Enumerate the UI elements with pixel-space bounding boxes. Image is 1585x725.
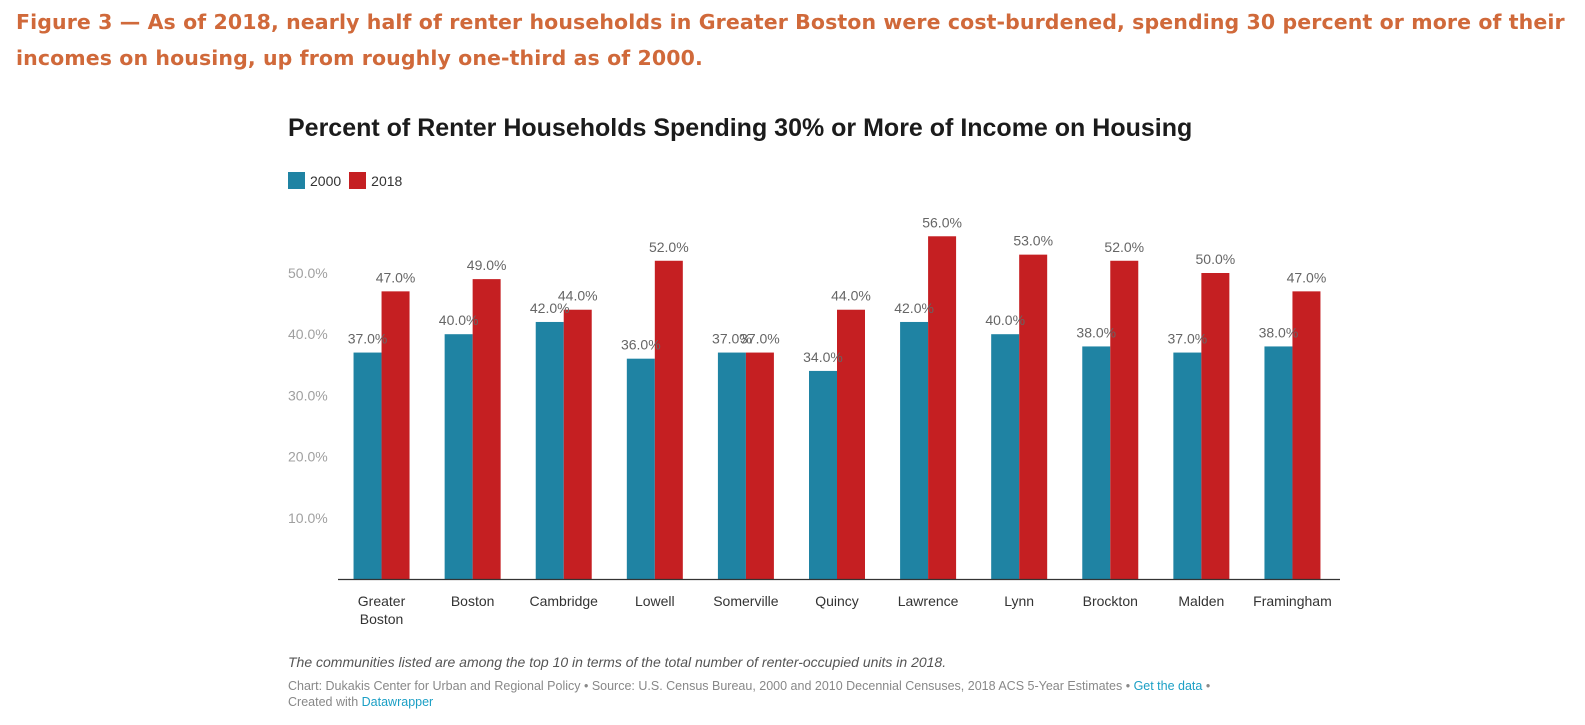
y-tick-label: 40.0% (288, 326, 328, 342)
legend-item-2000: 2000 (288, 172, 341, 189)
y-tick-label: 50.0% (288, 265, 328, 281)
x-tick-label: Somerville (713, 593, 779, 609)
bar-2000 (717, 352, 746, 579)
bar-2000 (809, 370, 837, 579)
bar-value-label-2000: 37.0% (712, 331, 752, 347)
bar-value-label-2018: 53.0% (1013, 233, 1053, 249)
chart-source: Chart: Dukakis Center for Urban and Regi… (288, 678, 1288, 710)
source-separator: • (1202, 679, 1211, 693)
bar-2018 (837, 309, 865, 579)
x-tick-label: Lynn (1004, 593, 1034, 609)
x-tick-label: Lowell (635, 593, 675, 609)
bar-2000 (991, 334, 1020, 579)
bar-chart: 10.0% 20.0% 30.0% 40.0% 50.0% 37.0% 47.0% 40.0… (288, 214, 1340, 627)
figure-caption: Figure 3 — As of 2018, nearly half of re… (16, 10, 1565, 70)
bar-value-label-2000: 38.0% (1076, 324, 1116, 340)
bar-value-label-2000: 34.0% (803, 349, 843, 365)
bar-value-label-2000: 40.0% (985, 312, 1025, 328)
bar-value-label-2018: 37.0% (740, 331, 780, 347)
bar-value-label-2000: 42.0% (530, 300, 570, 316)
bar-value-label-2018: 49.0% (467, 257, 507, 273)
x-tick-label: Boston (451, 593, 495, 609)
legend-swatch-2018 (349, 172, 367, 189)
bar-2000 (900, 321, 929, 579)
bar-2018 (1201, 273, 1230, 579)
bar-2018 (928, 236, 957, 579)
x-tick-label: Quincy (815, 593, 859, 609)
chart-legend: 2000 2018 (288, 172, 410, 189)
chart-note: The communities listed are among the top… (288, 654, 947, 670)
legend-swatch-2000 (288, 172, 305, 189)
bar-2000 (626, 358, 655, 579)
bar-value-label-2000: 42.0% (894, 300, 934, 316)
x-tick-label: Cambridge (529, 593, 598, 609)
bar-value-label-2000: 37.0% (1168, 331, 1208, 347)
bar-2018 (472, 279, 501, 579)
legend-label-2000: 2000 (310, 172, 342, 189)
y-tick-label: 30.0% (288, 387, 328, 403)
chart-title: Percent of Renter Households Spending 30… (288, 114, 1193, 142)
bar-2018 (381, 291, 410, 579)
bar-2018 (654, 260, 683, 579)
bar-2018 (563, 309, 592, 579)
legend-label-2018: 2018 (371, 172, 403, 189)
bar-value-label-2018: 52.0% (1104, 239, 1144, 255)
bar-value-label-2018: 52.0% (649, 239, 689, 255)
bar-2018 (1292, 291, 1321, 579)
datawrapper-link[interactable]: Datawrapper (361, 695, 434, 709)
y-tick-label: 20.0% (288, 449, 328, 465)
bar-value-label-2000: 37.0% (348, 331, 388, 347)
y-tick-label: 10.0% (288, 510, 328, 526)
get-the-data-link[interactable]: Get the data (1133, 679, 1203, 693)
bar-2000 (1264, 346, 1293, 579)
bar-value-label-2000: 40.0% (439, 312, 479, 328)
bar-value-label-2018: 44.0% (831, 288, 871, 304)
bar-2018 (1019, 254, 1048, 579)
bar-value-label-2000: 38.0% (1259, 324, 1299, 340)
x-tick-label: Malden (1178, 593, 1224, 609)
bar-value-labels: 37.0%47.0%40.0%49.0%42.0%44.0%36.0%52.0%… (348, 214, 1327, 365)
legend-item-2018: 2018 (349, 172, 402, 189)
bar-value-label-2018: 44.0% (558, 288, 598, 304)
bar-2000 (353, 352, 382, 579)
bar-2000 (444, 334, 473, 579)
x-tick-label: Greater Boston (358, 593, 406, 627)
x-tick-label: Brockton (1083, 593, 1138, 609)
y-axis-ticks: 10.0% 20.0% 30.0% 40.0% 50.0% (288, 265, 328, 526)
bar-2000 (1173, 352, 1202, 579)
bar-value-label-2018: 56.0% (922, 214, 962, 230)
x-tick-label: Lawrence (898, 593, 959, 609)
bar-2018 (745, 352, 774, 579)
bar-2000 (535, 321, 564, 579)
x-tick-label: Framingham (1253, 593, 1332, 609)
bar-value-label-2018: 50.0% (1196, 251, 1236, 267)
bar-2000 (1082, 346, 1111, 579)
x-axis-labels: Greater Boston Boston Cambridge Lowell Somerv… (358, 593, 1332, 627)
bar-value-label-2018: 47.0% (376, 269, 416, 285)
bar-value-label-2018: 47.0% (1287, 269, 1327, 285)
bar-2018 (1110, 260, 1139, 579)
bar-value-label-2000: 36.0% (621, 337, 661, 353)
bars (353, 236, 1321, 579)
created-with-text: Created with (288, 695, 362, 709)
source-text: Chart: Dukakis Center for Urban and Regi… (288, 679, 1134, 693)
